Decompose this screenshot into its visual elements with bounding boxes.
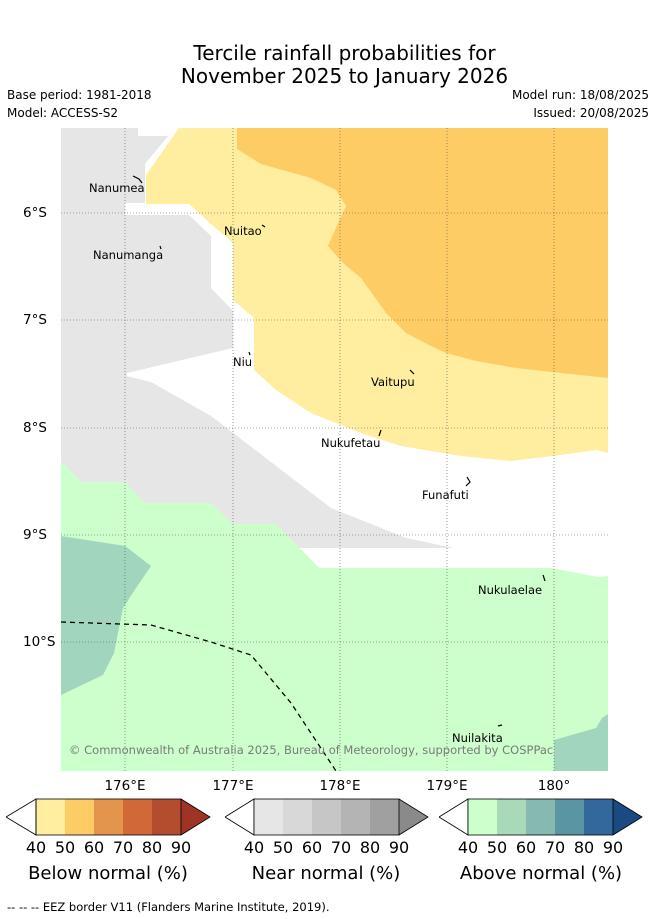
eez-legend-note: -- -- -- EEZ border V11 (Flanders Marine… — [7, 900, 330, 914]
gridlines — [61, 128, 608, 771]
eez-border-line — [61, 621, 337, 771]
below-tick-90: 90 — [170, 838, 192, 857]
colorbar-above-segment-60 — [526, 799, 555, 835]
below-tick-40: 40 — [25, 838, 47, 857]
above-tick-90: 90 — [602, 838, 624, 857]
lat-label-10s: 10°S — [23, 634, 56, 650]
island-shape-vaitupu — [409, 369, 415, 375]
colorbar-above-segment-80 — [584, 799, 613, 835]
colorbar-above-min-arrow — [439, 798, 469, 836]
colorbar-below-min-arrow — [6, 798, 37, 836]
colorbar-near-segment-40 — [254, 799, 283, 835]
island-shape-nukufetau — [378, 429, 382, 437]
lon-label-177e: 177°E — [212, 778, 254, 794]
lon-label-179e: 179°E — [426, 778, 468, 794]
above-normal-40-region — [61, 461, 608, 771]
island-label-funafuti: Funafuti — [422, 488, 469, 502]
colorbar-below-segment-70 — [123, 799, 152, 835]
colorbar-above-normal — [439, 798, 643, 836]
model-run-text: Model run: 18/08/2025 — [511, 88, 649, 102]
island-label-nuitao: Nuitao — [224, 224, 262, 238]
island-shape-niu — [248, 351, 251, 356]
island-shape-funafuti — [465, 476, 471, 487]
chart-title-line2: November 2025 to January 2026 — [180, 64, 509, 88]
near-tick-40: 40 — [243, 838, 265, 857]
above-tick-70: 70 — [544, 838, 566, 857]
colorbar-near-max-arrow — [399, 799, 428, 835]
island-shape-nanumanga — [159, 245, 162, 250]
colorbar-below-normal — [6, 798, 211, 836]
chart-title-line1: Tercile rainfall probabilities for — [193, 41, 496, 65]
colorbar-above-segment-70 — [555, 799, 584, 835]
above-tick-60: 60 — [515, 838, 537, 857]
colorbar-below-max-arrow — [181, 799, 210, 835]
below-tick-60: 60 — [83, 838, 105, 857]
colorbar-near-segment-60 — [312, 799, 341, 835]
lat-label-9s: 9°S — [23, 527, 47, 543]
lon-label-180: 180° — [537, 778, 571, 794]
colorbar-above-max-arrow — [613, 799, 642, 835]
above-tick-80: 80 — [573, 838, 595, 857]
below-tick-70: 70 — [112, 838, 134, 857]
below-tick-50: 50 — [54, 838, 76, 857]
island-shape-nuilakita — [497, 724, 503, 727]
colorbar-below-segment-60 — [94, 799, 123, 835]
below-tick-80: 80 — [141, 838, 163, 857]
colorbar-above-segment-40 — [468, 799, 497, 835]
above-normal-50-region-southeast — [554, 714, 608, 771]
island-shapes — [132, 175, 546, 727]
island-labels: Nanumea Nuitao Nanumanga Niu Vaitupu Nuk… — [89, 181, 542, 745]
colorbar-near-segment-50 — [283, 799, 312, 835]
issued-text: Issued: 20/08/2025 — [533, 106, 649, 120]
near-normal-region — [61, 128, 454, 548]
island-shape-nanumea — [132, 175, 143, 184]
island-label-nanumanga: Nanumanga — [93, 248, 163, 262]
lat-label-6s: 6°S — [23, 205, 47, 221]
below-normal-50-region — [237, 128, 608, 378]
model-text: Model: ACCESS-S2 — [7, 106, 119, 120]
colorbar-above-title: Above normal (%) — [459, 863, 623, 884]
near-tick-60: 60 — [301, 838, 323, 857]
colorbar-near-segment-80 — [370, 799, 399, 835]
colorbar-near-segment-70 — [341, 799, 370, 835]
colorbar-near-min-arrow — [225, 798, 255, 836]
above-tick-50: 50 — [486, 838, 508, 857]
colorbar-below-segment-50 — [65, 799, 94, 835]
island-label-nukulaelae: Nukulaelae — [478, 583, 542, 597]
map-panel: Nanumea Nuitao Nanumanga Niu Vaitupu Nuk… — [61, 128, 608, 771]
near-tick-90: 90 — [388, 838, 410, 857]
near-tick-50: 50 — [272, 838, 294, 857]
island-label-nuilakita: Nuilakita — [452, 731, 503, 745]
lat-label-7s: 7°S — [23, 312, 47, 328]
island-shape-nuitao — [261, 224, 266, 228]
colorbar-below-title: Below normal (%) — [28, 863, 188, 884]
above-normal-50-region-west — [61, 536, 151, 695]
near-tick-80: 80 — [359, 838, 381, 857]
island-label-vaitupu: Vaitupu — [371, 375, 415, 389]
colorbar-below-segment-80 — [152, 799, 181, 835]
base-period-text: Base period: 1981-2018 — [7, 88, 152, 102]
lat-label-8s: 8°S — [23, 420, 47, 436]
island-label-niu: Niu — [233, 355, 252, 369]
map-svg: Nanumea Nuitao Nanumanga Niu Vaitupu Nuk… — [61, 128, 608, 771]
colorbar-near-normal — [225, 798, 429, 836]
colorbar-near-title: Near normal (%) — [251, 863, 401, 884]
copyright-text: © Commonwealth of Australia 2025, Bureau… — [69, 743, 553, 757]
colorbar-below-segment-40 — [36, 799, 65, 835]
colorbar-above-segment-50 — [497, 799, 526, 835]
above-tick-40: 40 — [457, 838, 479, 857]
island-shape-nukulaelae — [542, 574, 546, 582]
lon-label-176e: 176°E — [104, 778, 146, 794]
island-label-nanumea: Nanumea — [89, 181, 145, 195]
near-tick-70: 70 — [330, 838, 352, 857]
lon-label-178e: 178°E — [319, 778, 361, 794]
island-label-nukufetau: Nukufetau — [321, 436, 380, 450]
